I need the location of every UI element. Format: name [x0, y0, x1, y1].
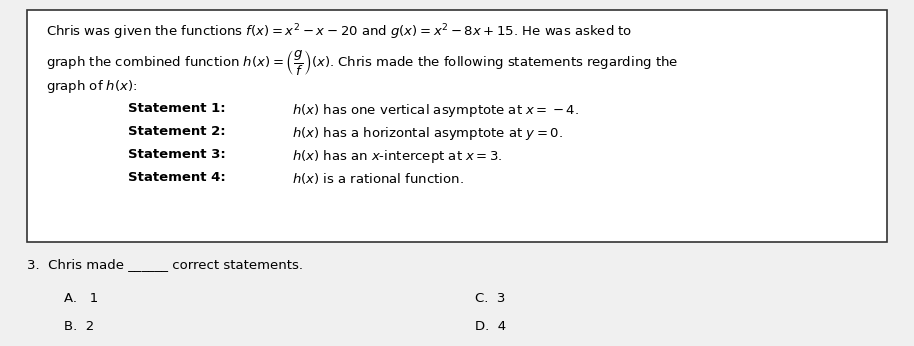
Text: $h(x)$ has one vertical asymptote at $x=-4$.: $h(x)$ has one vertical asymptote at $x=…: [292, 102, 579, 119]
Text: C.  3: C. 3: [475, 292, 505, 306]
Text: D.  4: D. 4: [475, 320, 506, 333]
Text: Chris was given the functions $f(x)=x^2-x-20$ and $g(x)=x^2-8x+15$. He was asked: Chris was given the functions $f(x)=x^2-…: [46, 22, 632, 42]
Text: $h(x)$ has an $x$-intercept at $x=3$.: $h(x)$ has an $x$-intercept at $x=3$.: [292, 148, 504, 165]
FancyBboxPatch shape: [27, 10, 887, 242]
Text: Statement 4:: Statement 4:: [128, 171, 226, 184]
Text: graph the combined function $h(x)=\left(\dfrac{g}{f}\right)(x)$. Chris made the : graph the combined function $h(x)=\left(…: [46, 48, 678, 77]
Text: 3.  Chris made ______ correct statements.: 3. Chris made ______ correct statements.: [27, 258, 303, 271]
Text: Statement 1:: Statement 1:: [128, 102, 226, 115]
Text: Statement 2:: Statement 2:: [128, 125, 226, 138]
Text: $h(x)$ is a rational function.: $h(x)$ is a rational function.: [292, 171, 464, 186]
Text: B.  2: B. 2: [64, 320, 94, 333]
Text: A.   1: A. 1: [64, 292, 98, 306]
Text: Statement 3:: Statement 3:: [128, 148, 226, 161]
Text: $h(x)$ has a horizontal asymptote at $y=0$.: $h(x)$ has a horizontal asymptote at $y=…: [292, 125, 563, 142]
Text: graph of $h(x)$:: graph of $h(x)$:: [46, 78, 137, 95]
